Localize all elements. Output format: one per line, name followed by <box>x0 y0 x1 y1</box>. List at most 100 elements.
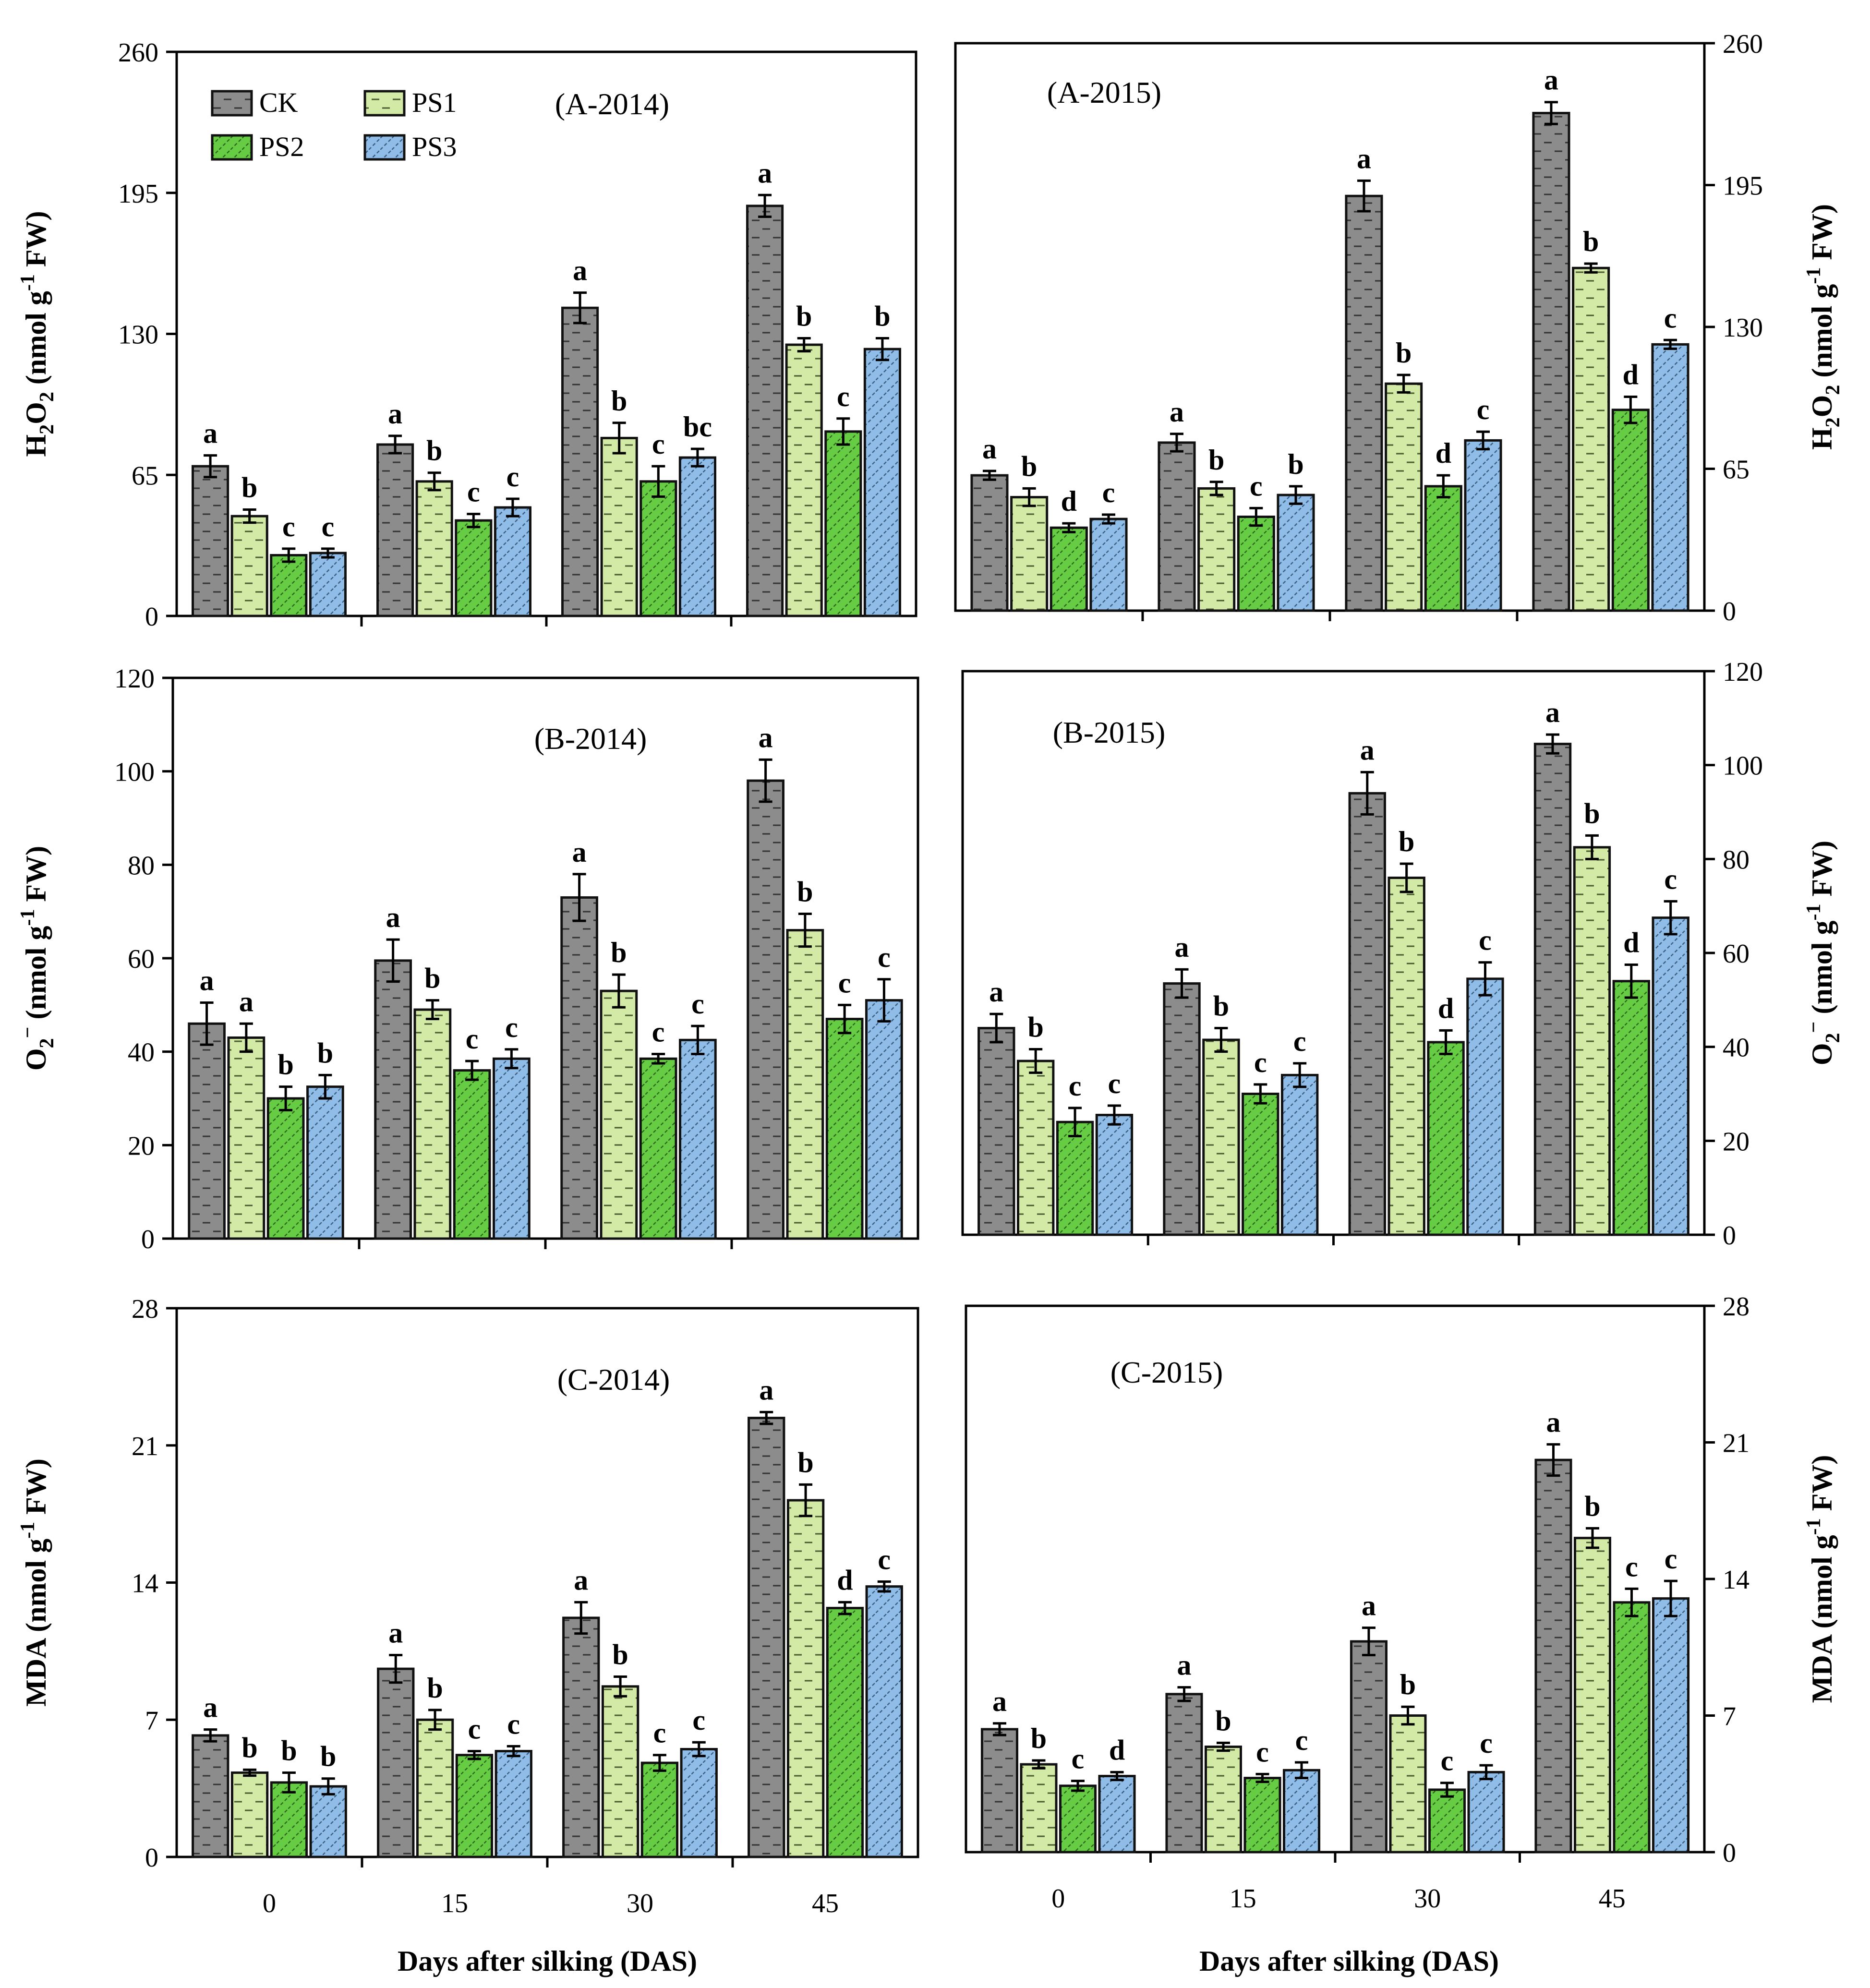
legend-label-ps1: PS1 <box>412 87 457 118</box>
bar-b-2014-ps3-15 <box>493 1057 531 1240</box>
sig-letter-c-2015-ps2-15: c <box>1256 1736 1269 1768</box>
bar-c-2015-ps2-30 <box>1428 1788 1466 1854</box>
y-axis-title-unit: (nmol g <box>1806 284 1838 385</box>
y-axis-title-sub1: 2 <box>36 424 58 434</box>
y-axis-title-b-2014: O2− (nmol g-1 FW) <box>17 846 58 1071</box>
bar-a-2015-ps2-15 <box>1237 516 1275 612</box>
panel-label-c-2014: (C-2014) <box>557 1362 670 1397</box>
sig-letter-c-2015-ck-30: a <box>1362 1590 1376 1622</box>
sig-letter-b-2015-ps2-30: d <box>1438 992 1454 1024</box>
bar-b-2014-ps1-0 <box>227 1036 265 1240</box>
bar-a-2015-ps1-15 <box>1197 487 1236 612</box>
sig-letter-c-2014-ps2-15: c <box>468 1713 481 1745</box>
bar-a-2014-ck-15 <box>376 443 414 617</box>
y-axis-title-unit: (nmol g <box>20 1539 52 1639</box>
bar-b-2014-ps1-30 <box>600 989 638 1240</box>
bar-a-2014-ps2-45 <box>824 430 862 617</box>
bar-b-2014-ps1-45 <box>786 929 824 1240</box>
y-tick-label-b-2014-2: 40 <box>128 1038 155 1068</box>
legend-swatch-ps1 <box>363 90 406 117</box>
y-axis-title-mid: O <box>20 402 52 424</box>
bar-b-2015-ck-45 <box>1533 743 1572 1236</box>
y-axis-title-main: O <box>1806 1043 1838 1065</box>
x-tick-label-c-2014-45: 45 <box>812 1889 839 1918</box>
sig-letter-a-2015-ps3-15: b <box>1288 448 1303 480</box>
panel-b-2014: 0 20 40 60 80 100 120 O2− (nmol g-1 FW) (B-2014)… <box>17 664 919 1254</box>
sig-letter-b-2015-ps2-0: c <box>1069 1070 1082 1102</box>
bar-c-2015-ps2-45 <box>1613 1601 1651 1854</box>
y-tick-label-a-2015-1: 65 <box>1723 455 1749 485</box>
sig-letter-c-2015-ps2-0: c <box>1072 1743 1085 1775</box>
sig-letter-a-2014-ps1-45: b <box>796 301 812 332</box>
y-axis-title-sup: − <box>1803 1022 1825 1033</box>
bar-b-2015-ck-0 <box>977 1027 1015 1236</box>
y-tick-label-a-2014-0: 0 <box>145 602 158 632</box>
bar-c-2015-ps1-45 <box>1573 1537 1612 1854</box>
y-axis-title-main: H <box>20 434 52 457</box>
bar-b-2015-ps1-30 <box>1387 876 1425 1236</box>
y-axis-title-b-2015: O2− (nmol g-1 FW) <box>1803 841 1844 1065</box>
sig-letter-c-2015-ps2-45: c <box>1625 1551 1638 1582</box>
bar-c-2015-ps3-15 <box>1282 1769 1321 1854</box>
sig-letter-a-2014-ck-30: a <box>573 255 587 287</box>
sig-letter-a-2014-ps1-15: b <box>426 435 442 467</box>
sig-letter-a-2014-ps3-45: b <box>874 301 890 332</box>
y-tick-label-b-2015-2: 40 <box>1723 1033 1749 1063</box>
bar-c-2015-ck-15 <box>1165 1693 1203 1854</box>
bar-a-2015-ps2-30 <box>1424 485 1462 612</box>
x-tick-label-c-2015-15: 15 <box>1230 1884 1256 1914</box>
sig-letter-c-2015-ps3-0: d <box>1109 1734 1125 1766</box>
sig-letter-a-2014-ps2-30: c <box>652 428 665 460</box>
y-tick-label-a-2015-3: 195 <box>1723 171 1763 201</box>
bar-a-2014-ps3-30 <box>678 456 717 617</box>
y-axis-title-main: MDA <box>1806 1634 1838 1703</box>
y-tick-label-c-2015-2: 14 <box>1723 1565 1749 1595</box>
sig-letter-a-2015-ps1-45: b <box>1583 226 1599 257</box>
y-axis-title-unit: (nmol g <box>1806 1535 1838 1636</box>
y-axis-title-a-2014: H2O2 (nmol g-1 FW) <box>17 211 58 457</box>
sig-letter-c-2015-ck-45: a <box>1546 1407 1560 1438</box>
bar-c-2014-ps2-15 <box>455 1754 494 1858</box>
bar-c-2014-ck-45 <box>748 1417 785 1858</box>
legend: CK PS1 PS2 PS3 <box>211 87 457 162</box>
y-tick-label-c-2015-3: 21 <box>1723 1429 1749 1458</box>
y-tick-label-b-2015-5: 100 <box>1723 751 1763 781</box>
panel-label-a-2014: (A-2014) <box>555 87 669 121</box>
bar-a-2014-ps3-0 <box>309 552 347 617</box>
bar-c-2014-ps1-45 <box>786 1499 825 1858</box>
y-axis-title-unit: (nmol g <box>20 291 52 392</box>
y-axis-title-exp: -1 <box>1803 1518 1825 1535</box>
y-tick-label-c-2014-0: 0 <box>145 1843 158 1873</box>
sig-letter-b-2014-ps2-45: c <box>838 967 851 999</box>
x-tick-label-c-2014-0: 0 <box>263 1889 276 1918</box>
sig-letter-b-2015-ps3-15: c <box>1293 1025 1306 1057</box>
y-axis-title-main: H <box>1806 427 1838 450</box>
bar-a-2014-ck-45 <box>746 205 784 617</box>
y-axis-title-end: FW) <box>1806 1455 1838 1518</box>
sig-letter-a-2014-ps3-30: bc <box>683 411 712 443</box>
bar-c-2014-ps1-30 <box>601 1685 639 1858</box>
sig-letter-c-2014-ck-0: a <box>203 1692 217 1723</box>
sig-letter-b-2014-ps2-30: c <box>652 1016 665 1048</box>
sig-letter-b-2015-ps2-15: c <box>1254 1047 1267 1078</box>
bar-a-2014-ck-0 <box>191 465 229 617</box>
y-tick-label-a-2014-1: 65 <box>132 461 158 491</box>
sig-letter-a-2014-ps2-0: c <box>282 511 295 542</box>
x-tick-label-c-2015-30: 30 <box>1414 1884 1441 1914</box>
sig-letter-a-2015-ps2-45: d <box>1623 359 1639 390</box>
sig-letter-c-2014-ck-30: a <box>574 1564 588 1596</box>
y-axis-title-end: FW) <box>1806 841 1838 904</box>
sig-letter-a-2014-ck-45: a <box>758 157 772 189</box>
bar-b-2015-ck-15 <box>1163 982 1201 1236</box>
bar-b-2014-ps1-15 <box>413 1008 452 1240</box>
sig-letter-a-2014-ps2-15: c <box>467 476 480 508</box>
sig-letter-b-2015-ps2-45: d <box>1623 927 1639 958</box>
bar-b-2015-ps2-0 <box>1056 1121 1094 1236</box>
sig-letter-a-2015-ps3-45: c <box>1664 302 1677 334</box>
bar-b-2014-ps2-30 <box>639 1057 677 1240</box>
bar-a-2014-ps1-15 <box>415 480 453 617</box>
legend-label-ps3: PS3 <box>412 131 457 162</box>
sig-letter-c-2015-ps1-0: b <box>1031 1723 1047 1754</box>
sig-letter-c-2015-ps1-45: b <box>1584 1490 1600 1522</box>
